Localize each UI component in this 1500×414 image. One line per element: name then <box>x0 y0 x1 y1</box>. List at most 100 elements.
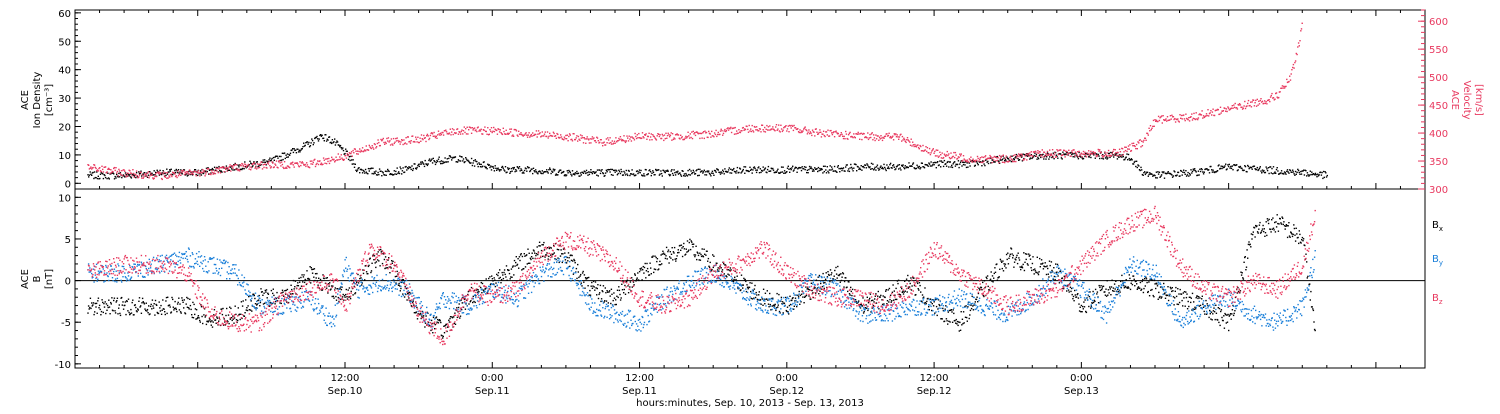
velocity-series-point <box>715 130 716 131</box>
b-bx-series-point <box>887 300 888 301</box>
density-series-point <box>930 161 931 162</box>
velocity-series-point <box>228 169 229 170</box>
density-series-point <box>867 165 868 166</box>
density-series-point <box>545 171 546 172</box>
b-bx-series-point <box>235 314 236 315</box>
density-series-point <box>331 143 332 144</box>
b-bx-series-point <box>730 269 731 270</box>
density-series-point <box>1324 177 1325 178</box>
density-series-point <box>617 174 618 175</box>
b-bx-series-point <box>695 254 696 255</box>
density-series-point <box>1110 152 1111 153</box>
b-bx-series-point <box>784 303 785 304</box>
b-bx-series-point <box>502 274 503 275</box>
density-series-point <box>916 165 917 166</box>
b-bx-series-point <box>518 268 519 269</box>
velocity-series-point <box>281 161 282 162</box>
velocity-series-point <box>377 143 378 144</box>
velocity-series-point <box>1060 149 1061 150</box>
density-series-point <box>791 169 792 170</box>
velocity-series-point <box>595 142 596 143</box>
velocity-series-point <box>1177 118 1178 119</box>
density-series-point <box>770 170 771 171</box>
b-bx-series-point <box>475 302 476 303</box>
b-bx-series-point <box>928 306 929 307</box>
b-bx-series-point <box>608 291 609 292</box>
velocity-series-point <box>849 132 850 133</box>
b-bx-series-point <box>708 258 709 259</box>
b-bx-series-point <box>837 266 838 267</box>
b-bx-series-point <box>377 259 378 260</box>
density-series-point <box>404 172 405 173</box>
b-bx-series-point <box>430 330 431 331</box>
b-bx-series-point <box>627 285 628 286</box>
density-series-point <box>377 172 378 173</box>
b-bx-series-point <box>202 323 203 324</box>
velocity-series-point <box>940 154 941 155</box>
density-series-point <box>844 171 845 172</box>
density-series-point <box>1321 172 1322 173</box>
density-series-point <box>599 169 600 170</box>
b-bx-series-point <box>906 279 907 280</box>
b-bx-series-point <box>1018 253 1019 254</box>
velocity-series-point <box>1221 112 1222 113</box>
b-bx-series-point <box>848 281 849 282</box>
velocity-series-point <box>1250 102 1251 103</box>
b-bx-series-point <box>226 308 227 309</box>
velocity-series-point <box>154 176 155 177</box>
velocity-series-point <box>383 138 384 139</box>
b-bx-series-point <box>106 303 107 304</box>
b-bx-series-point <box>764 303 765 304</box>
b-bx-series-point <box>890 295 891 296</box>
b-bx-series-point <box>190 305 191 306</box>
velocity-series-point <box>1257 99 1258 100</box>
velocity-series-point <box>1054 152 1055 153</box>
b-bx-series-point <box>572 260 573 261</box>
velocity-series-point <box>568 136 569 137</box>
b-bx-series-point <box>754 288 755 289</box>
b-bx-series-point <box>675 259 676 260</box>
velocity-series-point <box>1045 153 1046 154</box>
b-bx-series-point <box>335 287 336 288</box>
b-bx-series-point <box>115 312 116 313</box>
velocity-series-point <box>611 143 612 144</box>
velocity-series-point <box>476 131 477 132</box>
density-series-point <box>861 170 862 171</box>
density-series-point <box>96 171 97 172</box>
velocity-series-point <box>539 132 540 133</box>
b-bx-series-point <box>259 295 260 296</box>
velocity-series-point <box>140 172 141 173</box>
velocity-series-point <box>1195 119 1196 120</box>
velocity-series-point <box>205 173 206 174</box>
density-series-point <box>983 163 984 164</box>
b-bx-series-point <box>878 308 879 309</box>
b-bx-series-point <box>573 259 574 260</box>
velocity-series-point <box>245 164 246 165</box>
velocity-series-point <box>394 142 395 143</box>
velocity-series-point <box>338 153 339 154</box>
b-bx-series-point <box>660 264 661 265</box>
b-bx-series-point <box>778 294 779 295</box>
density-series-point <box>871 163 872 164</box>
b-bx-series-point <box>898 280 899 281</box>
density-series-point <box>1281 170 1282 171</box>
velocity-series-point <box>937 150 938 151</box>
density-series-point <box>814 167 815 168</box>
density-series-point <box>930 165 931 166</box>
velocity-series-point <box>1071 150 1072 151</box>
density-series-point <box>869 166 870 167</box>
velocity-series-point <box>320 164 321 165</box>
b-bx-series-point <box>260 288 261 289</box>
density-series-point <box>520 168 521 169</box>
density-series-point <box>767 169 768 170</box>
density-series-point <box>711 172 712 173</box>
velocity-series-point <box>741 130 742 131</box>
b-bx-series-point <box>709 267 710 268</box>
density-series-point <box>699 175 700 176</box>
velocity-series-point <box>990 156 991 157</box>
density-series-point <box>232 169 233 170</box>
top-left-ytick-label: 60 <box>58 9 71 20</box>
density-series-point <box>640 170 641 171</box>
velocity-series-point <box>375 144 376 145</box>
velocity-series-point <box>1081 156 1082 157</box>
